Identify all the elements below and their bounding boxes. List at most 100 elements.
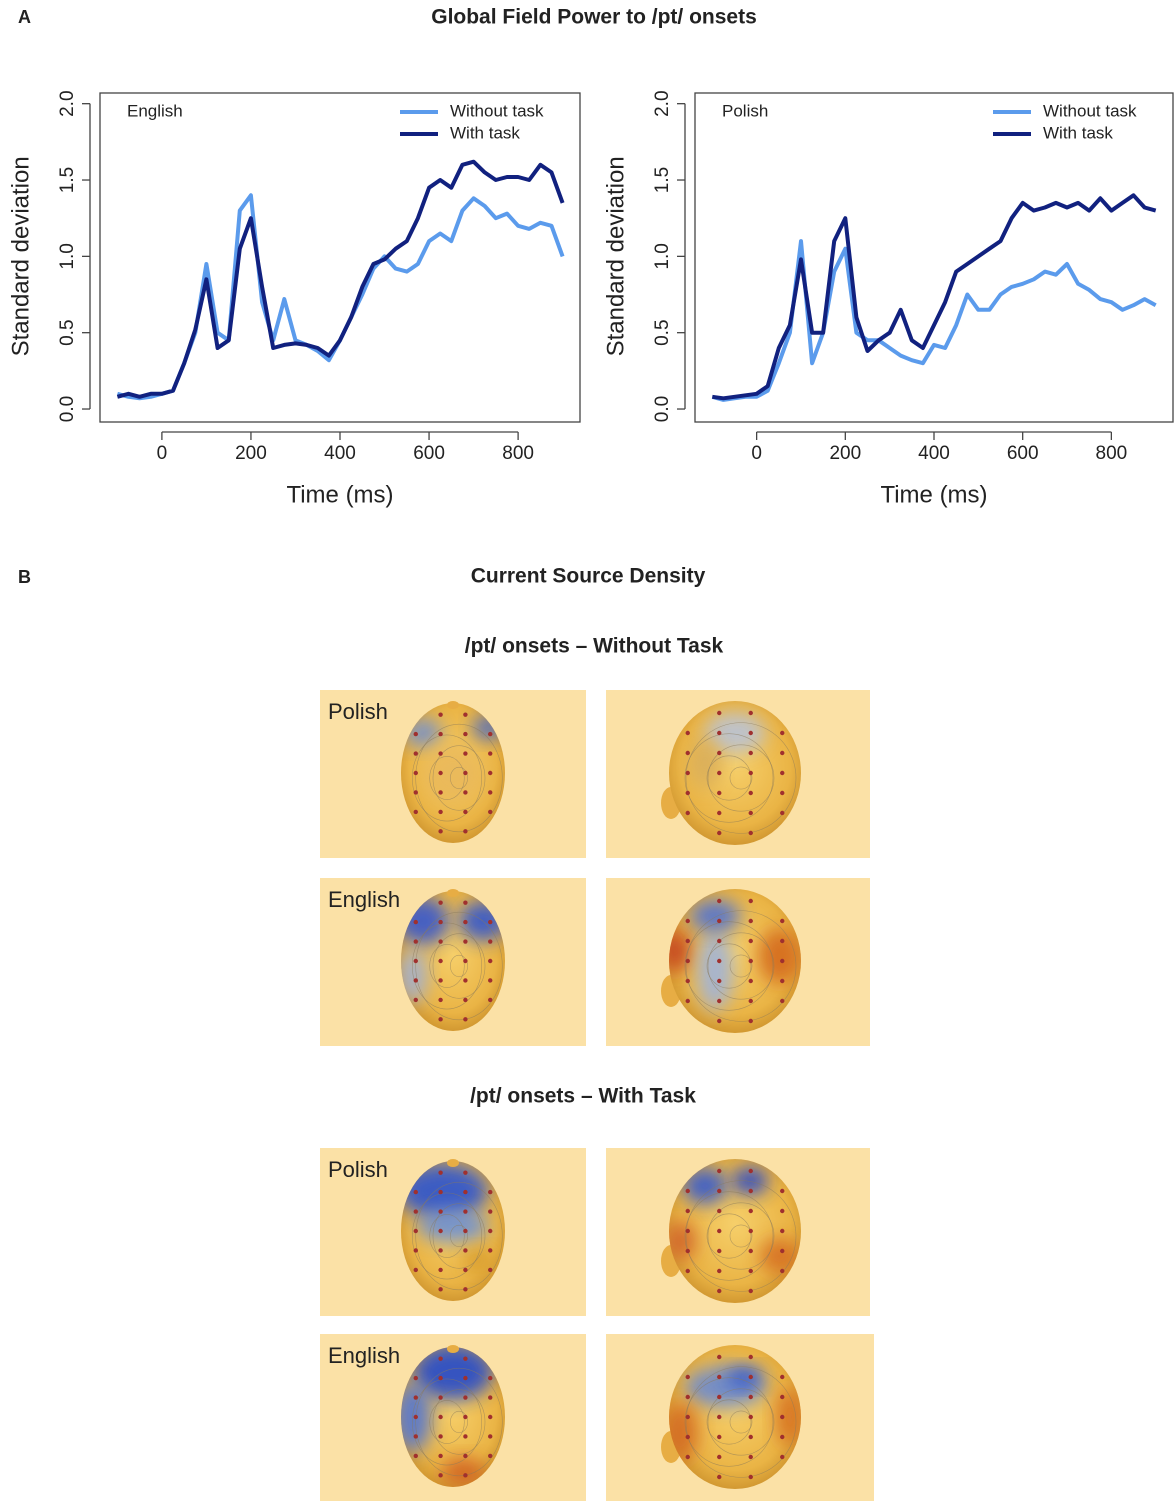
electrode xyxy=(686,791,690,795)
electrode xyxy=(463,959,467,963)
electrode xyxy=(414,1209,418,1213)
electrode xyxy=(414,751,418,755)
electrode xyxy=(438,1454,442,1458)
electrode xyxy=(438,1434,442,1438)
electrode xyxy=(717,711,721,715)
section-title: Current Source Density xyxy=(471,565,706,588)
electrode xyxy=(463,732,467,736)
electrode xyxy=(686,1375,690,1379)
electrode xyxy=(488,1395,492,1399)
x-tick-label: 200 xyxy=(829,443,861,464)
row-label: Polish xyxy=(328,1157,388,1182)
legend-label: Without task xyxy=(450,101,544,120)
electrode xyxy=(749,959,753,963)
electrode xyxy=(463,1287,467,1291)
electrode xyxy=(488,771,492,775)
electrode xyxy=(780,1189,784,1193)
electrode xyxy=(463,1473,467,1477)
row-label: Polish xyxy=(328,699,388,724)
electrode xyxy=(438,751,442,755)
electrode xyxy=(749,1019,753,1023)
electrode xyxy=(463,1395,467,1399)
electrode xyxy=(780,791,784,795)
electrode xyxy=(717,999,721,1003)
electrode xyxy=(463,712,467,716)
electrode xyxy=(717,1395,721,1399)
electrode xyxy=(749,1375,753,1379)
activity-blob xyxy=(697,931,733,1011)
x-axis-label: Time (ms) xyxy=(880,481,987,508)
x-tick-label: 600 xyxy=(413,443,445,464)
electrode xyxy=(749,1209,753,1213)
subsection-title: /pt/ onsets – Without Task xyxy=(465,635,724,658)
electrode xyxy=(488,1248,492,1252)
electrode xyxy=(717,1229,721,1233)
electrode xyxy=(717,731,721,735)
electrode xyxy=(438,900,442,904)
electrode xyxy=(686,959,690,963)
annotation: Polish xyxy=(722,101,768,120)
electrode xyxy=(749,1189,753,1193)
electrode xyxy=(438,829,442,833)
electrode xyxy=(488,1268,492,1272)
electrode xyxy=(463,978,467,982)
electrode xyxy=(780,979,784,983)
electrode xyxy=(488,732,492,736)
electrode xyxy=(780,1415,784,1419)
electrode xyxy=(749,1415,753,1419)
x-axis-label: Time (ms) xyxy=(286,481,393,508)
x-tick-label: 0 xyxy=(157,443,168,464)
electrode xyxy=(463,920,467,924)
electrode xyxy=(749,1475,753,1479)
electrode xyxy=(488,1376,492,1380)
electrode xyxy=(438,1473,442,1477)
electrode xyxy=(414,920,418,924)
electrode xyxy=(463,1454,467,1458)
electrode xyxy=(749,1435,753,1439)
subsection-title: /pt/ onsets – With Task xyxy=(470,1085,696,1108)
electrode xyxy=(414,810,418,814)
electrode xyxy=(780,1375,784,1379)
x-tick-label: 0 xyxy=(751,443,762,464)
electrode xyxy=(438,1356,442,1360)
electrode xyxy=(438,771,442,775)
electrode xyxy=(438,939,442,943)
row-label: English xyxy=(328,1343,400,1368)
electrode xyxy=(717,1355,721,1359)
electrode xyxy=(414,998,418,1002)
electrode xyxy=(717,751,721,755)
electrode xyxy=(488,1190,492,1194)
electrode xyxy=(463,1356,467,1360)
electrode xyxy=(438,1268,442,1272)
electrode xyxy=(717,959,721,963)
electrode xyxy=(749,1229,753,1233)
electrode xyxy=(717,1435,721,1439)
electrode xyxy=(438,1209,442,1213)
electrode xyxy=(414,1415,418,1419)
electrode xyxy=(749,1249,753,1253)
electrode xyxy=(438,959,442,963)
electrode xyxy=(488,1209,492,1213)
electrode xyxy=(414,959,418,963)
electrode xyxy=(488,959,492,963)
electrode xyxy=(780,999,784,1003)
electrode xyxy=(749,1455,753,1459)
legend-label: With task xyxy=(1043,123,1113,142)
electrode xyxy=(488,1454,492,1458)
y-tick-label: 0.5 xyxy=(652,319,673,345)
electrode xyxy=(686,1395,690,1399)
panel-label: A xyxy=(18,7,31,27)
electrode xyxy=(438,1415,442,1419)
electrode xyxy=(463,1268,467,1272)
annotation: English xyxy=(127,101,183,120)
electrode xyxy=(438,1376,442,1380)
y-tick-label: 2.0 xyxy=(652,90,673,116)
y-axis-label: Standard deviation xyxy=(602,156,629,356)
electrode xyxy=(749,731,753,735)
electrode xyxy=(749,1289,753,1293)
electrode xyxy=(463,1229,467,1233)
electrode xyxy=(438,1395,442,1399)
electrode xyxy=(686,979,690,983)
electrode xyxy=(414,1248,418,1252)
electrode xyxy=(463,1017,467,1021)
